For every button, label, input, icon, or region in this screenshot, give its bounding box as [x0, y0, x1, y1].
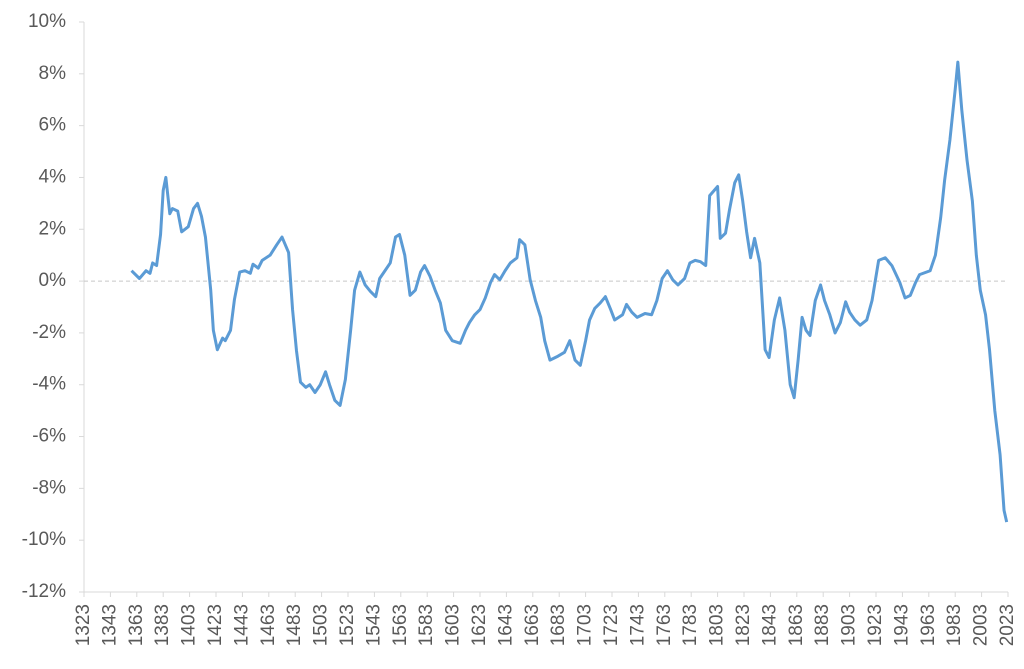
- x-tick-label: 1563: [390, 604, 411, 646]
- x-tick-label: 1783: [680, 604, 701, 646]
- x-tick-label: 1463: [258, 604, 279, 646]
- x-tick-label: 1723: [601, 604, 622, 646]
- x-tick-label: 1443: [231, 604, 252, 646]
- y-tick-label: -12%: [22, 581, 66, 602]
- x-tick-label: 1383: [152, 604, 173, 646]
- x-tick-label: 1863: [786, 604, 807, 646]
- y-tick-label: -2%: [32, 322, 66, 343]
- x-tick-label: 1743: [627, 604, 648, 646]
- y-tick-label: -10%: [22, 529, 66, 550]
- y-tick-label: 10%: [28, 11, 66, 32]
- x-tick-label: 2003: [971, 604, 992, 646]
- x-tick-label: 1403: [179, 604, 200, 646]
- y-tick-label: -4%: [32, 374, 66, 395]
- x-tick-label: 1803: [707, 604, 728, 646]
- y-tick-label: 6%: [39, 115, 67, 136]
- x-tick-label: 2023: [997, 604, 1018, 646]
- x-tick-label: 1823: [733, 604, 754, 646]
- y-tick-label: 0%: [39, 270, 67, 291]
- line-series: [130, 60, 1009, 523]
- x-tick-label: 1843: [759, 604, 780, 646]
- x-tick-label: 1603: [443, 604, 464, 646]
- x-tick-label: 1503: [311, 604, 332, 646]
- y-tick-label: 8%: [39, 63, 67, 84]
- x-tick-label: 1423: [205, 604, 226, 646]
- x-tick-label: 1903: [839, 604, 860, 646]
- x-tick-label: 1703: [575, 604, 596, 646]
- y-tick-label: 2%: [39, 218, 67, 239]
- x-tick-label: 1883: [812, 604, 833, 646]
- x-tick-label: 1623: [469, 604, 490, 646]
- y-tick-label: -6%: [32, 426, 66, 447]
- x-tick-label: 1543: [363, 604, 384, 646]
- x-tick-label: 1343: [99, 604, 120, 646]
- x-tick-label: 1523: [337, 604, 358, 646]
- x-tick-label: 1363: [126, 604, 147, 646]
- x-tick-label: 1663: [522, 604, 543, 646]
- x-tick-label: 1583: [416, 604, 437, 646]
- x-tick-label: 1963: [918, 604, 939, 646]
- x-tick-label: 1763: [654, 604, 675, 646]
- x-tick-label: 1943: [891, 604, 912, 646]
- x-tick-label: 1683: [548, 604, 569, 646]
- y-tick-label: 4%: [39, 166, 67, 187]
- x-tick-label: 1923: [865, 604, 886, 646]
- x-tick-label: 1483: [284, 604, 305, 646]
- x-tick-label: 1643: [495, 604, 516, 646]
- y-tick-label: -8%: [32, 477, 66, 498]
- x-tick-label: 1323: [73, 604, 94, 646]
- x-tick-label: 1983: [944, 604, 965, 646]
